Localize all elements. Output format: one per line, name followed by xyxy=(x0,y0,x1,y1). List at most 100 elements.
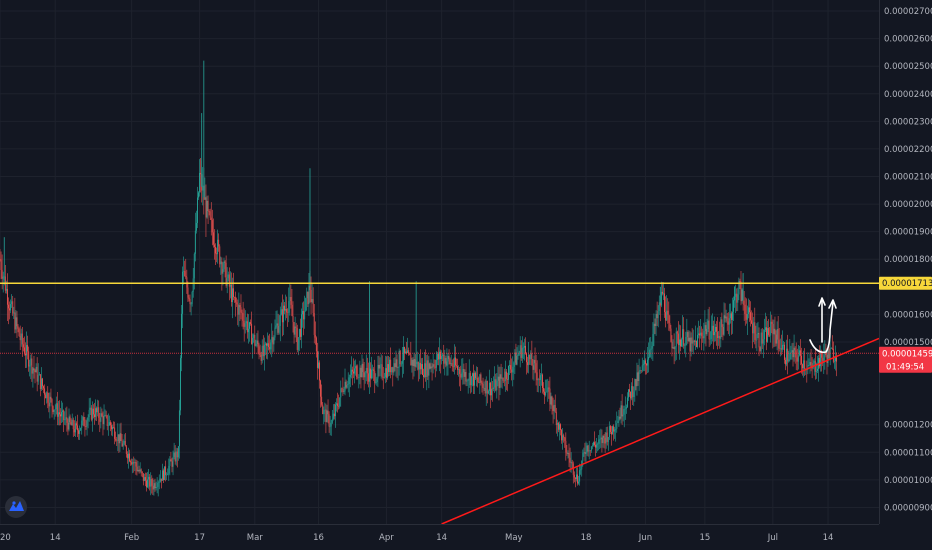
candle-body xyxy=(664,293,666,313)
candle-body xyxy=(95,408,96,418)
candle-body xyxy=(335,404,336,417)
candle-body xyxy=(164,466,165,480)
candle-body xyxy=(232,288,233,303)
candle-body xyxy=(105,414,107,416)
candle-body xyxy=(74,423,76,433)
candle-body xyxy=(91,408,93,420)
candle-body xyxy=(219,246,221,265)
candle-body xyxy=(36,366,38,382)
time-axis[interactable]: 2020 14 Feb 17 Mar 16 Apr 14 May 18 Jun 15 Jul 14 xyxy=(0,533,833,543)
candle-body xyxy=(640,370,642,371)
candle-body xyxy=(572,463,574,475)
candle-body xyxy=(391,367,393,373)
candle-body xyxy=(656,313,658,319)
candle-body xyxy=(406,351,408,354)
candle-body xyxy=(672,347,674,349)
candle-body xyxy=(362,363,364,372)
candle-body xyxy=(182,271,184,314)
candle-body xyxy=(649,349,651,357)
candle-body xyxy=(142,473,144,481)
up-arrow-annotation[interactable] xyxy=(809,297,837,354)
candle-body xyxy=(508,365,509,380)
candle-body xyxy=(808,365,810,366)
candle-body xyxy=(267,343,268,346)
candle-body xyxy=(380,364,382,366)
resistance-price-badge: 0.00001713 xyxy=(879,276,932,290)
candle-body xyxy=(271,337,273,343)
candle-body xyxy=(743,300,745,305)
candle-body xyxy=(528,354,530,366)
candle-body xyxy=(324,409,326,411)
candle-body xyxy=(350,369,352,375)
candle-body xyxy=(511,369,513,373)
candle-body xyxy=(642,364,644,366)
candle-body xyxy=(757,332,759,335)
price-tick-label: 0.00001900 xyxy=(884,228,932,238)
candle-body xyxy=(72,419,74,430)
candle-body xyxy=(717,331,719,338)
candle-body xyxy=(795,350,797,358)
arrow-head-left xyxy=(818,297,826,307)
candle-body xyxy=(333,413,335,417)
candle-body xyxy=(688,337,690,342)
resistance-price-label: 0.00001713 xyxy=(882,279,932,289)
candle-body xyxy=(737,294,739,303)
candle-body xyxy=(204,197,206,200)
candle-body xyxy=(597,443,599,445)
candle-body xyxy=(535,363,537,373)
candle-body xyxy=(613,426,615,432)
candle-body xyxy=(152,485,154,490)
candle-body xyxy=(25,353,26,356)
candle-body xyxy=(125,446,127,455)
candle-body xyxy=(252,337,254,345)
tradingview-logo-icon[interactable] xyxy=(5,496,27,518)
candle-body xyxy=(340,388,342,398)
candle-body xyxy=(639,370,641,372)
candle-body xyxy=(779,348,781,349)
candle-body xyxy=(294,326,296,335)
candle-body xyxy=(556,422,558,425)
candle-body xyxy=(452,366,454,368)
candle-body xyxy=(198,192,199,198)
candle-body xyxy=(631,386,633,399)
candle-body xyxy=(154,483,156,489)
candle-body xyxy=(809,362,811,366)
candle-body xyxy=(94,414,95,418)
candle-body xyxy=(562,435,564,441)
candle-body xyxy=(621,405,623,417)
price-axis[interactable]: 0.00002700 0.00002600 0.00002500 0.00002400… xyxy=(884,7,932,513)
candle-body xyxy=(755,339,757,341)
candle-body xyxy=(383,377,385,378)
candle-body xyxy=(70,422,72,426)
candle-body xyxy=(129,453,130,462)
candle-body xyxy=(691,337,693,344)
candle-body xyxy=(821,350,823,358)
candle-body xyxy=(780,348,782,350)
candle-body xyxy=(269,347,271,350)
candle-body xyxy=(268,343,270,348)
candle-body xyxy=(545,392,547,396)
candle-body xyxy=(485,381,487,394)
candle-body xyxy=(395,359,397,368)
trend-line[interactable] xyxy=(441,337,880,525)
candle-body xyxy=(374,370,376,383)
candle-body xyxy=(382,376,384,378)
grid-lines xyxy=(0,0,879,524)
candle-body xyxy=(796,357,798,362)
candle-body xyxy=(53,409,55,412)
candle-body xyxy=(446,361,448,366)
candle-body xyxy=(120,433,122,441)
candle-body xyxy=(450,363,452,365)
candle-body xyxy=(42,378,43,387)
candle-body xyxy=(611,432,612,435)
candle-body xyxy=(88,409,90,418)
candle-body xyxy=(653,323,655,335)
candle-body xyxy=(771,321,773,324)
candle-body xyxy=(635,379,637,387)
candle-body xyxy=(439,351,440,360)
candle-body xyxy=(543,387,544,392)
candle-body xyxy=(402,347,404,361)
candle-body xyxy=(47,392,49,403)
candle-body xyxy=(533,359,535,370)
